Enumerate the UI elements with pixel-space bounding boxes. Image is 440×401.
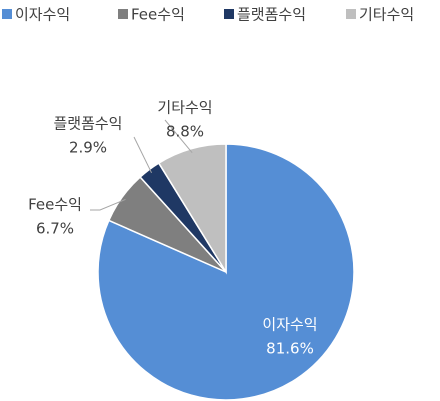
data-label-value: 2.9% [69, 139, 107, 157]
legend-label: Fee수익 [131, 6, 185, 24]
data-label-name: 기타수익 [157, 99, 212, 117]
data-label-value: 8.8% [166, 123, 204, 141]
data-label-name: 플랫폼수익 [53, 115, 122, 133]
leader-line [164, 119, 193, 154]
legend-label: 기타수익 [359, 6, 414, 24]
data-label-value: 6.7% [36, 220, 74, 238]
data-label-value: 81.6% [266, 340, 314, 358]
data-label-name: 이자수익 [262, 316, 317, 334]
legend-swatch [2, 9, 12, 19]
legend-swatch [118, 9, 128, 19]
legend-swatch [346, 9, 356, 19]
leader-line [90, 198, 126, 211]
leader-line [133, 136, 152, 174]
legend-label: 이자수익 [15, 6, 70, 24]
legend-swatch [224, 9, 234, 19]
pie-slice [157, 143, 227, 275]
data-label-name: Fee수익 [28, 196, 82, 214]
legend-label: 플랫폼수익 [237, 6, 306, 24]
